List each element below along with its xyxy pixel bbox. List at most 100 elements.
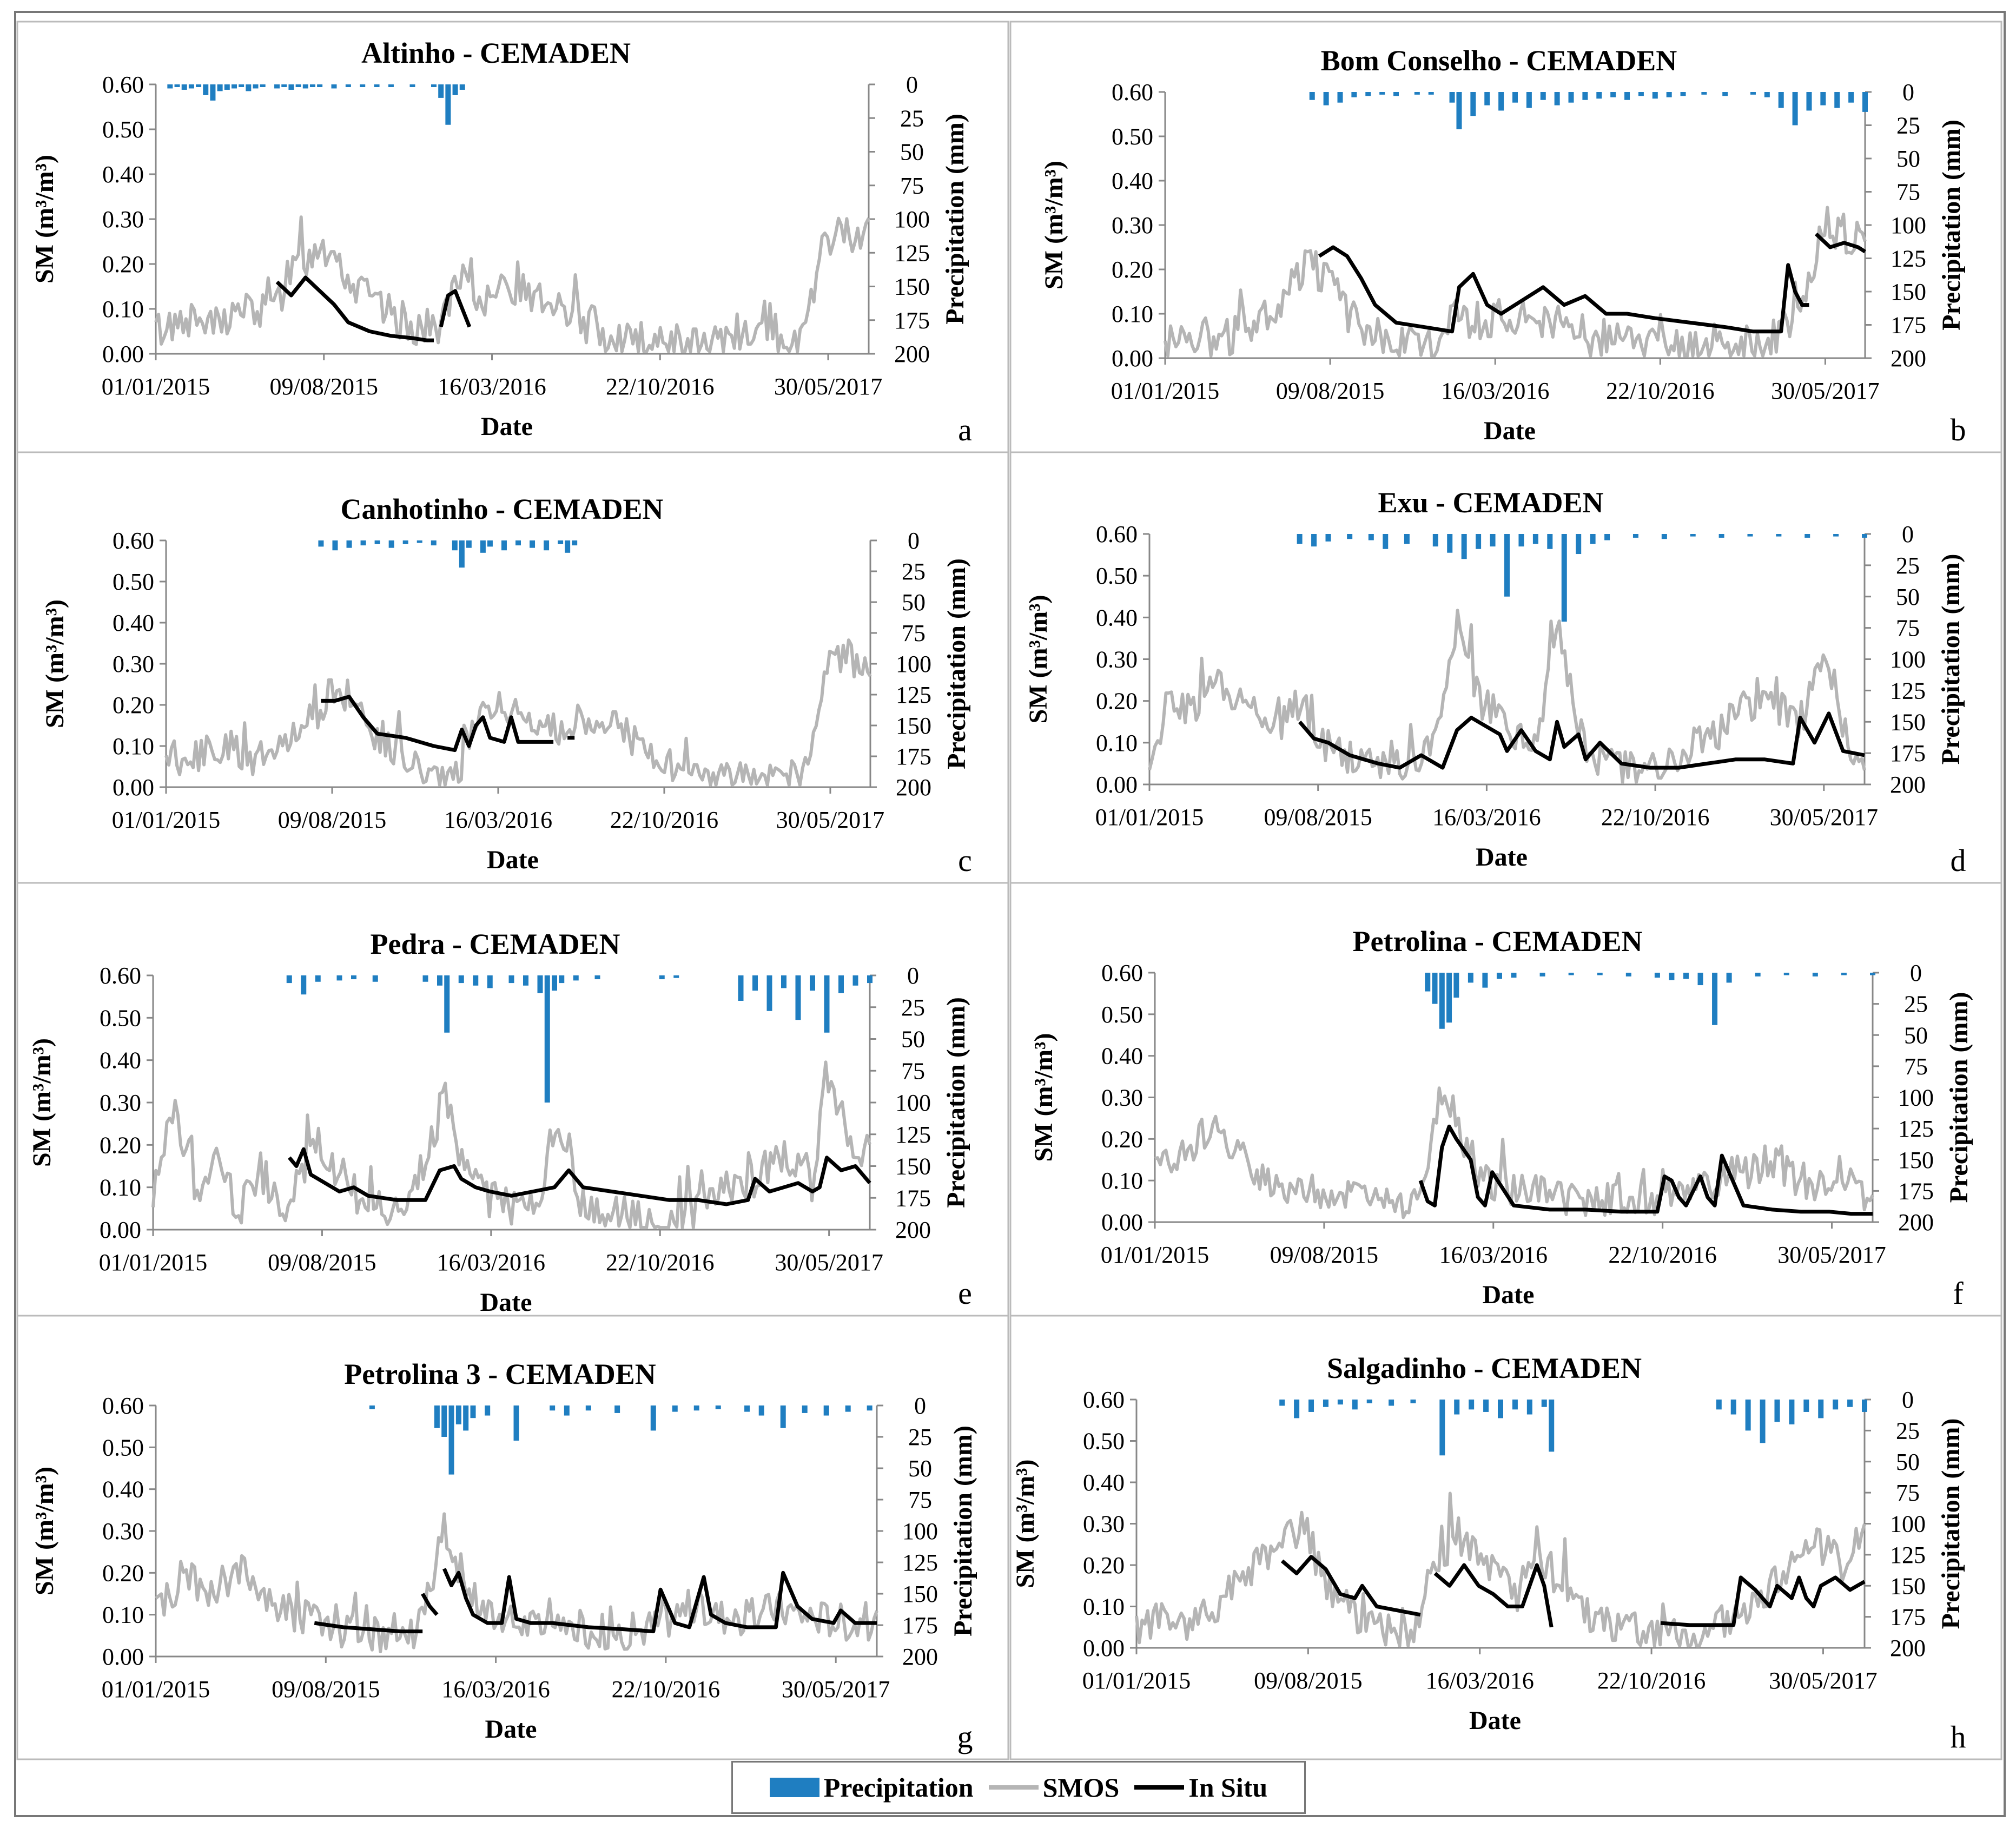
- ytick-label: 0.00: [1096, 771, 1138, 798]
- precip-bar: [1323, 92, 1329, 105]
- ytick-label: 0.30: [1101, 1085, 1143, 1111]
- ytick-label: 0.10: [1101, 1167, 1143, 1194]
- precip-bar: [1833, 1400, 1839, 1410]
- precip-bar: [1347, 534, 1353, 539]
- precip-bar: [1774, 1400, 1780, 1422]
- y2tick-label: 75: [1896, 615, 1920, 642]
- precip-bar: [1512, 92, 1518, 103]
- precip-bar: [452, 540, 458, 551]
- xtick-2015-01-01-label: 01/01/2015: [99, 1249, 207, 1276]
- precip-bar: [1383, 534, 1389, 549]
- precip-bar: [480, 540, 486, 553]
- smos-series: [1135, 1492, 1866, 1648]
- panel-border: [16, 1315, 1009, 1760]
- precip-bar: [1461, 534, 1467, 559]
- precip-bar: [1666, 92, 1672, 97]
- precip-bar: [346, 540, 352, 548]
- y2tick-label: 50: [908, 1455, 932, 1482]
- precip-bar: [231, 84, 237, 89]
- precip-bar: [1789, 1400, 1795, 1424]
- precip-bar: [315, 975, 321, 982]
- y2tick-label: 50: [902, 589, 926, 616]
- smos-series: [1154, 1086, 1874, 1219]
- precip-bar: [1747, 534, 1753, 537]
- legend-item-insitu: In Situ: [1134, 1772, 1267, 1803]
- precip-bar: [673, 975, 679, 978]
- precip-bar: [196, 84, 202, 87]
- precip-bar: [1680, 92, 1686, 96]
- ytick-label: 0.30: [113, 651, 154, 677]
- precip-bar: [331, 84, 337, 89]
- x-axis-label: Date: [1469, 1706, 1521, 1735]
- xtick-2016-10-22-label: 22/10/2016: [1597, 1667, 1706, 1694]
- precip-bar: [1712, 973, 1718, 1025]
- precip-bar: [1718, 534, 1724, 538]
- xtick-2015-08-09-label: 09/08/2015: [272, 1676, 380, 1702]
- precip-bar: [1638, 92, 1644, 96]
- smos-series: [155, 1512, 878, 1653]
- precip-bar: [1576, 534, 1582, 555]
- precip-bar: [360, 540, 366, 546]
- ytick-label: 0.60: [1101, 960, 1143, 986]
- precip-bar: [1532, 534, 1538, 544]
- y2tick-label: 200: [895, 1217, 931, 1243]
- precip-bar: [246, 84, 252, 91]
- y2tick-label: 75: [908, 1487, 932, 1513]
- ytick-label: 0.50: [1096, 563, 1138, 589]
- precip-bar: [444, 975, 450, 1033]
- precip-bar: [487, 540, 493, 547]
- precip-bar: [473, 975, 479, 986]
- precip-bar: [1446, 973, 1452, 1023]
- y2-axis-label: Precipitation (mm): [941, 114, 969, 325]
- y2tick-label: 25: [901, 994, 925, 1021]
- y2tick-label: 125: [895, 1121, 931, 1148]
- y2tick-label: 150: [1891, 279, 1926, 305]
- precip-bar: [1432, 534, 1438, 547]
- precip-bar: [1847, 1400, 1853, 1407]
- precip-bar: [431, 84, 437, 87]
- chart-panel-b: Bom Conselho - CEMADEN 0.00 0.10 0.20 0.30 0.…: [1040, 44, 1966, 447]
- xtick-2017-05-30-label: 30/05/2017: [1770, 804, 1878, 830]
- precip-bar: [434, 1405, 440, 1428]
- y2tick-label: 25: [1896, 1417, 1920, 1444]
- precip-bar: [758, 1405, 764, 1416]
- precip-bar: [1722, 92, 1728, 96]
- y2tick-label: 25: [1896, 113, 1920, 139]
- xtick-2016-10-22-label: 22/10/2016: [606, 373, 714, 400]
- chart-title: Pedra - CEMADEN: [371, 928, 620, 960]
- chart-panel-c: Canhotinho - CEMADEN 0.00 0.10 0.20 0.30 0.40…: [41, 493, 972, 878]
- xtick-2016-10-22-label: 22/10/2016: [1601, 804, 1709, 830]
- legend-label-insitu: In Situ: [1188, 1772, 1268, 1803]
- precip-bar: [781, 975, 786, 988]
- precip-bar: [188, 84, 194, 89]
- y2tick-label: 125: [896, 682, 931, 708]
- y2tick-label: 200: [894, 341, 930, 367]
- legend-item-smos: SMOS: [988, 1772, 1119, 1803]
- precip-bar: [372, 975, 378, 982]
- y-axis-label: SM (m³/m³): [1011, 1459, 1040, 1588]
- precip-bar: [437, 975, 442, 986]
- precip-bar: [572, 540, 578, 546]
- xtick-2015-01-01-label: 01/01/2015: [1082, 1667, 1191, 1694]
- precip-bar: [1325, 534, 1331, 542]
- y2tick-label: 200: [896, 774, 931, 801]
- precip-bar: [1454, 1400, 1460, 1415]
- precip-bar: [302, 84, 308, 89]
- y2tick-label: 50: [1896, 146, 1920, 172]
- xtick-2017-05-30-label: 30/05/2017: [1771, 378, 1879, 404]
- panel-letter: h: [1951, 1719, 1966, 1754]
- precip-bar: [1661, 534, 1667, 539]
- precip-bar: [1812, 973, 1818, 976]
- precip-bar: [867, 975, 873, 984]
- ytick-label: 0.60: [1096, 521, 1138, 547]
- y2tick-label: 75: [1896, 179, 1920, 206]
- y2tick-label: 0: [1902, 521, 1914, 547]
- precip-bar: [715, 1405, 721, 1409]
- precip-bar: [1862, 1400, 1867, 1412]
- precip-bar: [1683, 973, 1689, 979]
- precip-bar: [1498, 92, 1504, 111]
- precip-bar: [1701, 92, 1707, 95]
- y2tick-label: 175: [1898, 1178, 1934, 1204]
- precip-bar: [388, 540, 394, 548]
- y2tick-label: 0: [1902, 1387, 1914, 1413]
